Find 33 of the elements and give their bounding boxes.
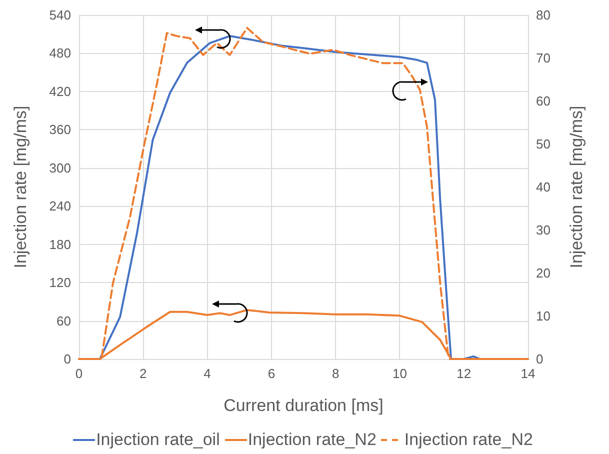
y-tick-label: 60 [56,313,71,328]
x-tick-label: 6 [268,366,276,381]
y-tick-label: 120 [49,275,71,290]
y2-tick-label: 50 [536,136,550,152]
y2-axis-title: Injection rate [mg/ms] [567,106,586,268]
y2-tick-label: 20 [536,266,550,280]
y2-tick-label: 70 [536,50,550,66]
x-tick-label: 0 [75,366,83,381]
y2-tick-label: 40 [536,180,550,194]
y2-tick-label: 0 [536,352,544,366]
y-tick-label: 240 [49,198,71,214]
legend-label: Injection rate_N2 [404,430,533,450]
x-tick-label: 12 [456,366,472,381]
y-tick-label: 360 [49,122,71,138]
x-tick-label: 10 [392,366,407,381]
y2-tick-label: 30 [536,222,550,238]
y-tick-label: 540 [49,8,71,22]
x-tick-label: 8 [332,366,340,381]
y2-tick-label: 80 [536,8,550,22]
y-tick-label: 0 [64,352,71,366]
x-axis-title: Current duration [ms] [224,396,384,415]
x-tick-label: 4 [204,366,211,381]
legend-label: Injection rate_N2 [248,430,376,450]
legend-label: Injection rate_oil [96,430,220,450]
x-tick-label: 2 [140,366,147,381]
y-axis-title: Injection rate [mg/ms] [11,106,30,268]
y-tick-label: 480 [49,46,71,61]
x-tick-label: 14 [520,366,536,381]
y-tick-label: 420 [49,84,71,99]
y2-tick-label: 60 [536,94,550,108]
y2-tick-label: 10 [536,308,550,324]
y-tick-label: 300 [49,160,71,176]
y-tick-label: 180 [49,236,71,252]
